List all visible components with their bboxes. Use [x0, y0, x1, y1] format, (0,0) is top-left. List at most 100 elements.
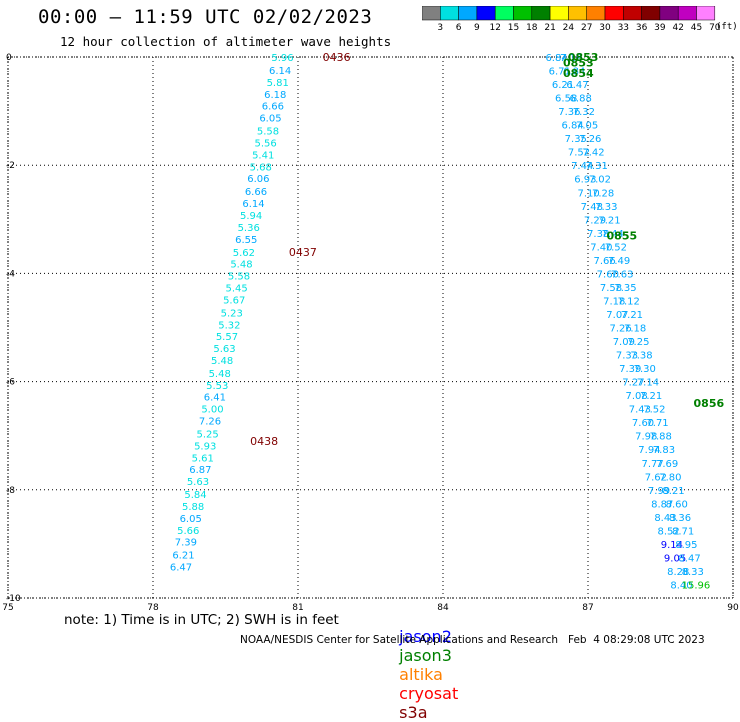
x-tick-label: 81: [292, 603, 303, 613]
swh-point-label: 6.21: [172, 551, 194, 562]
swh-point-label: 7.77: [642, 459, 664, 470]
swh-point-label: 5.61: [192, 453, 214, 464]
swh-point-label: 5.62: [233, 248, 255, 259]
swh-point-label: 8.52: [658, 526, 680, 537]
swh-point-label: 6.41: [204, 393, 226, 404]
swh-point-label: 7.39: [619, 364, 641, 375]
swh-point-label: 7.49: [608, 256, 630, 267]
swh-point-label: 15.96: [682, 580, 711, 591]
swh-point-label: 6.58: [555, 94, 577, 105]
swh-point-label: 5.32: [218, 320, 240, 331]
legend-jason3: jason3: [399, 646, 452, 665]
swh-point-label: 6.14: [269, 66, 291, 77]
swh-point-label: 5.58: [257, 127, 279, 138]
colorbar-label: 18: [526, 23, 538, 33]
swh-point-label: 5.94: [240, 211, 262, 222]
swh-point-label: 5.58: [228, 272, 250, 283]
colorbar-label: 30: [599, 23, 611, 33]
swh-point-label: 5.67: [223, 295, 245, 306]
swh-point-label: 7.42: [582, 148, 604, 159]
swh-point-label: 6.47: [566, 80, 588, 91]
time-label: 0436: [323, 51, 351, 64]
swh-point-label: 7.52: [605, 242, 627, 253]
swh-point-label: 7.44: [571, 161, 593, 172]
colorbar-label: 24: [563, 23, 575, 33]
y-tick-label: -8: [6, 486, 15, 496]
swh-point-label: 5.23: [221, 308, 243, 319]
swh-point-label: 7.21: [621, 310, 643, 321]
swh-point-label: 5.63: [187, 477, 209, 488]
y-tick-label: -6: [6, 378, 15, 388]
swh-point-label: 5.93: [194, 441, 216, 452]
swh-point-label: 6.87: [189, 465, 211, 476]
swh-point-label: 5.68: [250, 162, 272, 173]
x-tick-label: 87: [582, 603, 593, 613]
swh-point-label: 6.66: [245, 187, 267, 198]
swh-point-label: 7.12: [618, 296, 640, 307]
swh-point-label: 7.35: [565, 134, 587, 145]
swh-point-label: 5.41: [252, 150, 274, 161]
swh-point-label: 7.32: [573, 107, 595, 118]
altimeter-plot: 75 78 81 84 87 900-2-4-6-8-105.966.145.816.18…: [2, 51, 739, 613]
swh-point-label: 7.66: [593, 256, 615, 267]
swh-point-label: 5.66: [177, 526, 199, 537]
colorbar-label: 36: [636, 23, 648, 33]
swh-point-label: 7.94: [638, 445, 660, 456]
swh-point-label: 7.99: [648, 486, 670, 497]
swh-point-label: 7.52: [643, 405, 665, 416]
legend-jason2: jason2: [399, 627, 452, 646]
colorbar-label: 33: [618, 23, 629, 33]
swh-point-label: 5.25: [196, 430, 218, 441]
y-tick-label: 0: [6, 53, 12, 63]
satellite-legend: jason2 jason3 altika cryosat s3a: [389, 608, 466, 722]
swh-point-label: 7.18: [603, 296, 625, 307]
swh-point-label: 7.14: [637, 378, 659, 389]
swh-point-label: 8.28: [667, 567, 689, 578]
chart-subtitle: 12 hour collection of altimeter wave hei…: [60, 34, 392, 49]
swh-point-label: 5.48: [211, 356, 233, 367]
time-label: 0853: [568, 51, 599, 64]
swh-point-label: 7.80: [659, 472, 681, 483]
swh-point-label: 6.55: [235, 235, 257, 246]
time-label: 0853: [563, 56, 594, 69]
swh-point-label: 9.14: [661, 540, 683, 551]
swh-point-label: 7.98: [635, 432, 657, 443]
swh-point-label: 5.53: [206, 381, 228, 392]
swh-point-label: 5.48: [209, 369, 231, 380]
swh-point-label: 7.48: [581, 202, 603, 213]
swh-point-label: 6.05: [259, 114, 281, 125]
swh-point-label: 6.06: [247, 174, 269, 185]
swh-point-label: 6.93: [574, 175, 596, 186]
time-label: 0854: [563, 67, 594, 80]
y-tick-label: -10: [6, 594, 21, 604]
swh-point-label: 7.69: [656, 459, 678, 470]
swh-point-label: 7.71: [646, 418, 668, 429]
swh-point-label: 7.88: [650, 432, 672, 443]
y-tick-label: -2: [6, 161, 15, 171]
swh-point-label: 7.43: [629, 405, 651, 416]
swh-point-label: 6.21: [552, 80, 574, 91]
swh-point-label: 6.84: [563, 67, 585, 78]
colorbar-label: 39: [654, 23, 666, 33]
swh-point-label: 8.36: [669, 513, 691, 524]
swh-point-label: 7.27: [622, 378, 644, 389]
swh-point-label: 7.63: [611, 269, 633, 280]
swh-point-label: 6.84: [545, 53, 567, 64]
swh-point-label: 7.38: [587, 229, 609, 240]
swh-point-label: 5.96: [271, 53, 293, 64]
legend-altika: altika: [399, 665, 443, 684]
swh-point-label: 8.40: [670, 580, 692, 591]
swh-point-label: 7.29: [584, 215, 606, 226]
credit-line: NOAA/NESDIS Center for Satellite Applica…: [240, 634, 705, 646]
swh-point-label: 7.08: [626, 391, 648, 402]
colorbar-label: 42: [672, 23, 683, 33]
time-label: 0855: [607, 230, 638, 243]
swh-point-label: 7.02: [589, 175, 611, 186]
colorbar-label: 70: [709, 23, 721, 33]
swh-point-label: 7.09: [613, 337, 635, 348]
swh-point-label: 6.47: [170, 563, 192, 574]
swh-point-label: 7.07: [606, 310, 628, 321]
swh-point-label: 5.36: [238, 223, 260, 234]
swh-point-label: 7.30: [634, 364, 656, 375]
colorbar-label: 9: [474, 23, 480, 33]
